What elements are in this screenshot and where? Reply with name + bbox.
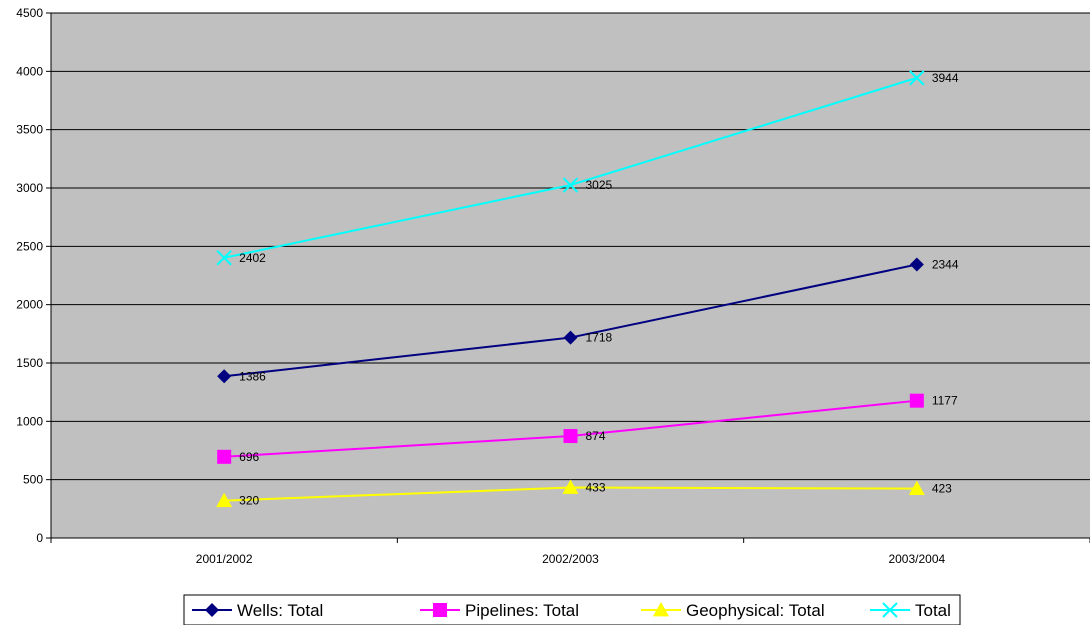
- data-point-total: [562, 177, 579, 193]
- legend: Wells: Total Pipelines: Total Geophysical:…: [183, 594, 961, 625]
- data-point-pipelines-total: [909, 393, 924, 408]
- data-point-wells-total: [217, 369, 232, 384]
- legend-label-geophysical-total: Geophysical: Total: [686, 601, 825, 620]
- data-label-total: 2402: [239, 251, 266, 265]
- y-tick-label: 1000: [16, 414, 43, 428]
- y-tick-label: 1500: [16, 356, 43, 370]
- data-point-wells-total: [909, 257, 924, 272]
- data-label-total: 3025: [586, 178, 613, 192]
- data-label-pipelines-total: 1177: [932, 394, 958, 408]
- data-point-geophysical-total: [908, 480, 925, 496]
- y-tick-label: 4500: [16, 6, 43, 20]
- x-tick-label: 2001/2002: [196, 552, 253, 566]
- x-tick-label: 2002/2003: [542, 552, 599, 566]
- x-axis-tick-labels: 2001/2002 2002/2003 2003/2004: [196, 552, 946, 566]
- y-tick-label: 3500: [16, 123, 43, 137]
- data-label-wells-total: 1386: [239, 369, 266, 383]
- data-label-geophysical-total: 433: [586, 480, 606, 494]
- legend-marker-pipelines-total: [433, 603, 447, 617]
- data-point-pipelines-total: [217, 449, 232, 464]
- legend-marker-total: [882, 602, 898, 618]
- x-tick-label: 2003/2004: [888, 552, 945, 566]
- legend-box: [183, 594, 961, 625]
- data-label-geophysical-total: 320: [239, 494, 259, 508]
- data-label-geophysical-total: 423: [932, 482, 952, 496]
- y-tick-label: 3000: [16, 181, 43, 195]
- y-tick-label: 2000: [16, 298, 43, 312]
- data-label-wells-total: 1718: [586, 331, 613, 345]
- data-label-total: 3944: [932, 71, 959, 85]
- data-label-pipelines-total: 874: [586, 429, 606, 443]
- y-tick-label: 4000: [16, 64, 43, 78]
- y-tick-label: 500: [23, 473, 43, 487]
- y-tick-label: 2500: [16, 239, 43, 253]
- data-labels: 1386 1718 2344 696 874 1177 320 433 423 2402 3025 3…: [239, 71, 959, 508]
- data-point-geophysical-total: [562, 479, 579, 494]
- legend-label-total: Total: [915, 601, 951, 620]
- data-point-pipelines-total: [563, 429, 578, 444]
- legend-marker-wells-total: [205, 603, 219, 617]
- data-point-geophysical-total: [216, 492, 233, 508]
- data-point-total: [909, 70, 925, 86]
- gridlines: [51, 12, 1090, 481]
- plot-area: [51, 13, 1090, 538]
- series-markers: [216, 70, 925, 508]
- legend-label-wells-total: Wells: Total: [237, 601, 323, 620]
- legend-label-pipelines-total: Pipelines: Total: [465, 601, 579, 620]
- legend-marker-geophysical-total: [653, 602, 669, 617]
- data-label-pipelines-total: 696: [239, 450, 259, 464]
- axes: [46, 12, 1090, 543]
- y-tick-label: 0: [36, 531, 43, 545]
- data-point-wells-total: [563, 330, 578, 345]
- y-axis-tick-labels: 0 500 1000 1500 2000 2500 3000 3500 4000 4500: [16, 6, 43, 545]
- data-label-wells-total: 2344: [932, 258, 959, 272]
- data-point-total: [216, 250, 232, 266]
